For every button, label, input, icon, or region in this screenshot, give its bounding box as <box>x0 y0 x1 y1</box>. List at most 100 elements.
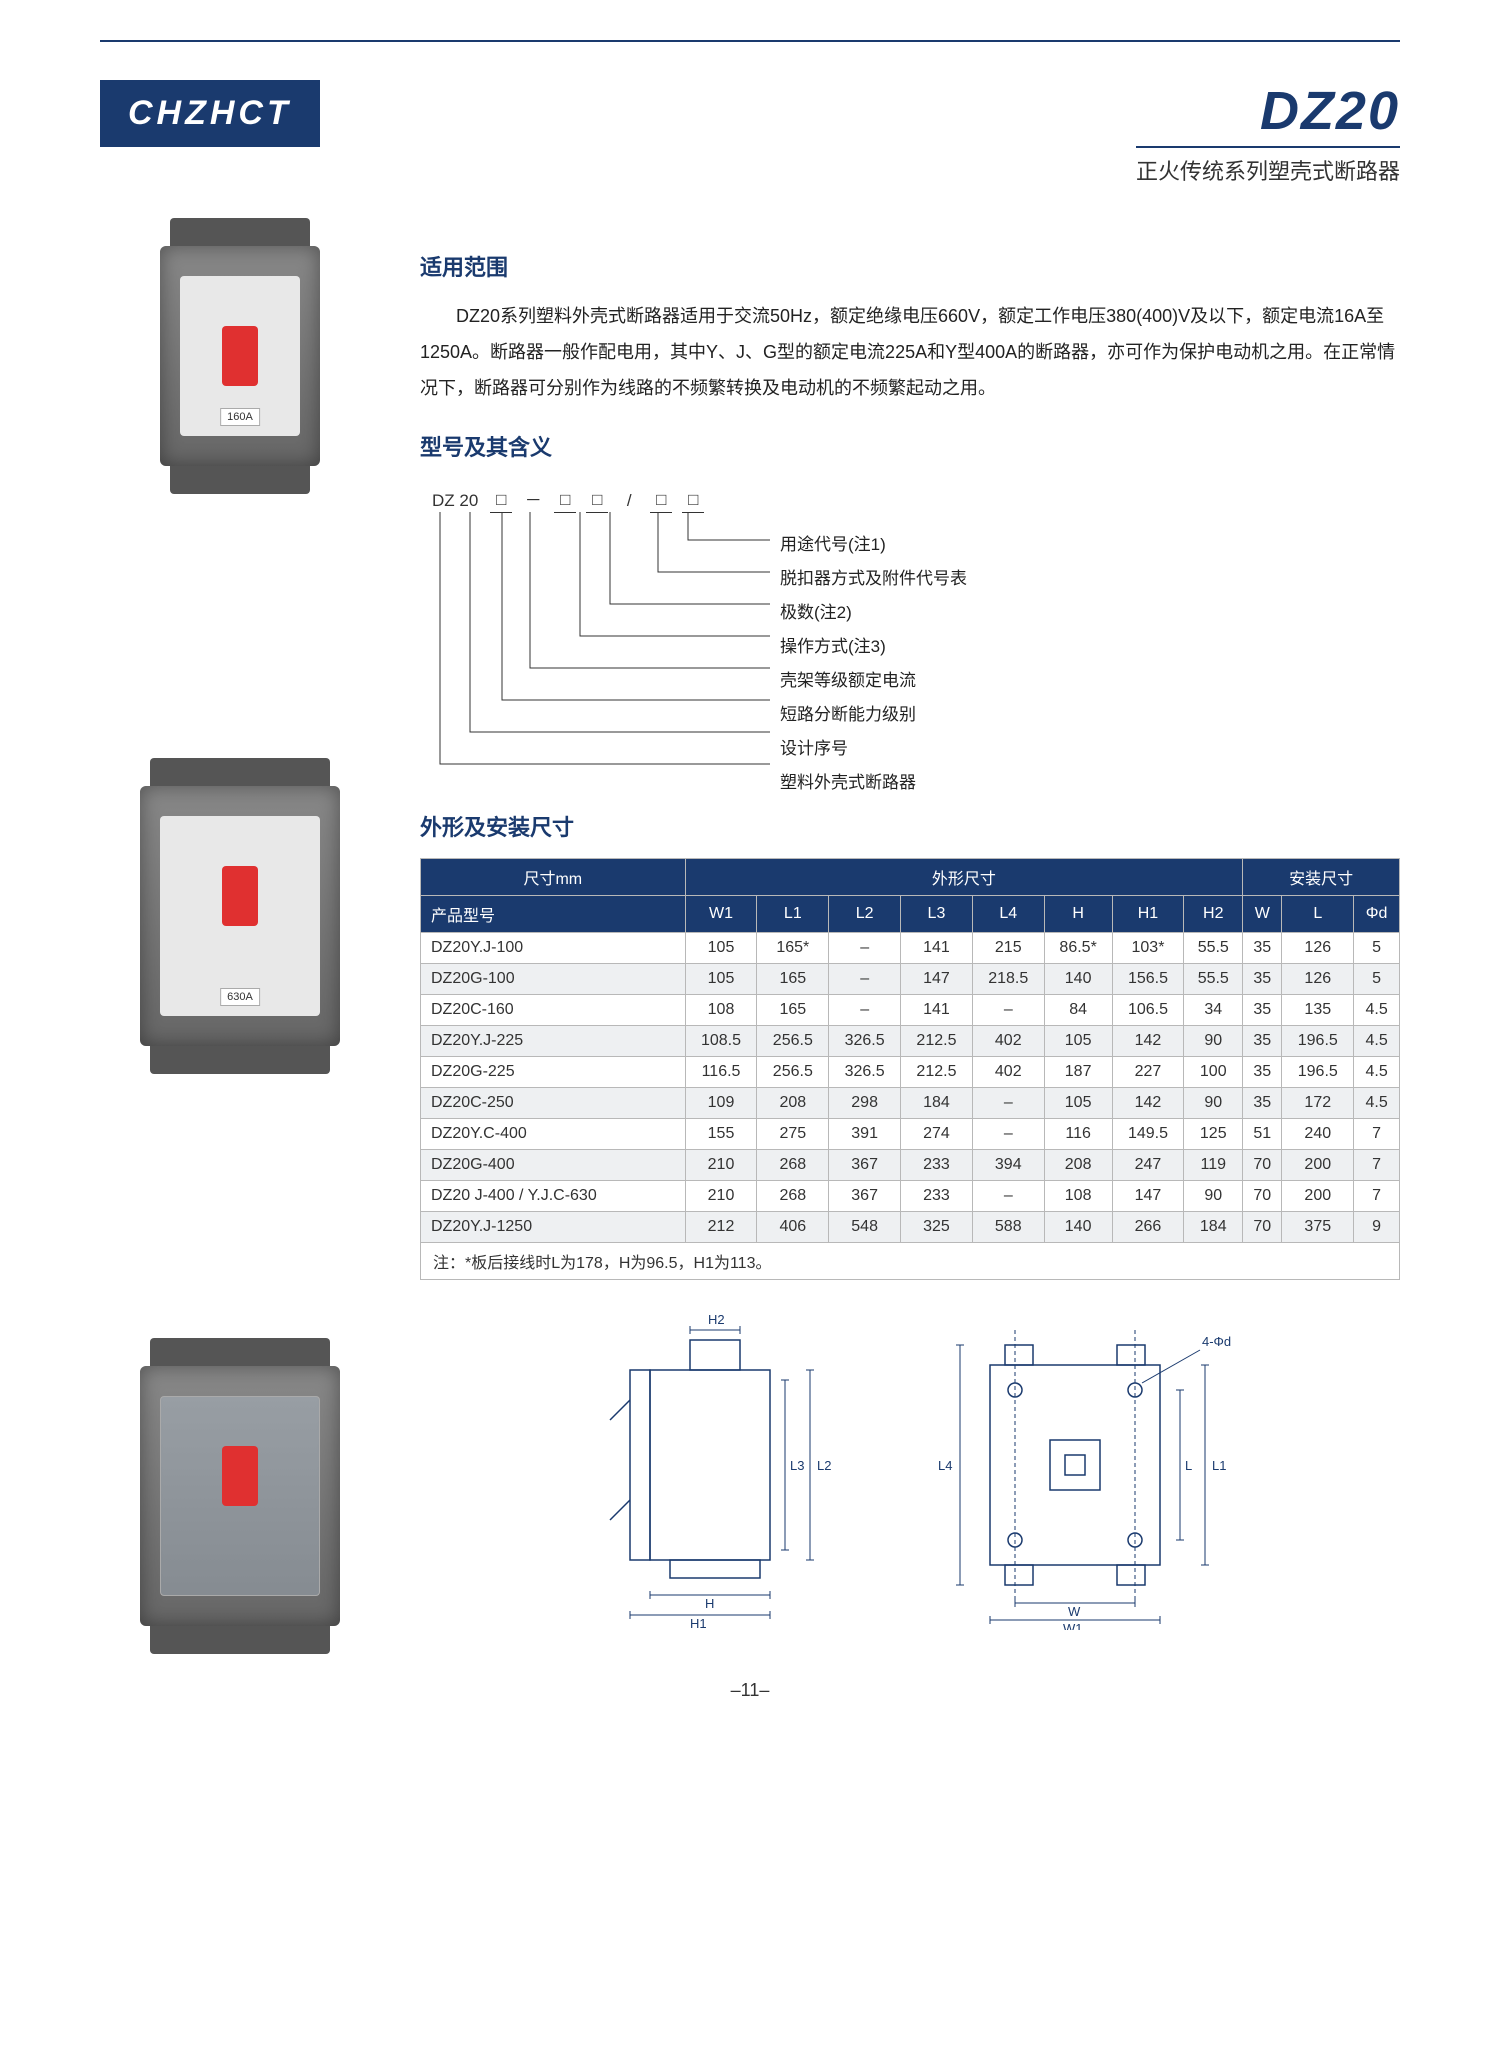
header: CHZHCT DZ20 正火传统系列塑壳式断路器 <box>100 80 1400 186</box>
model-prefix: DZ 20 <box>430 491 480 513</box>
th-col-2: L1 <box>757 896 829 933</box>
table-cell: 100 <box>1184 1057 1243 1088</box>
table-cell: 105 <box>685 933 757 964</box>
table-cell: 34 <box>1184 995 1243 1026</box>
table-cell: 90 <box>1184 1181 1243 1212</box>
table-cell: 140 <box>1044 964 1112 995</box>
table-cell: 141 <box>901 995 973 1026</box>
table-cell: 35 <box>1243 1088 1282 1119</box>
table-cell: 35 <box>1243 933 1282 964</box>
table-cell: 200 <box>1282 1181 1354 1212</box>
th-col-0: 产品型号 <box>421 896 686 933</box>
table-cell: 406 <box>757 1212 829 1243</box>
table-cell: 210 <box>685 1150 757 1181</box>
table-row: DZ20Y.J-100105165*–14121586.5*103*55.535… <box>421 933 1400 964</box>
table-cell: DZ20G-100 <box>421 964 686 995</box>
scope-description: DZ20系列塑料外壳式断路器适用于交流50Hz，额定绝缘电压660V，额定工作电… <box>420 298 1400 406</box>
dim-w1: W1 <box>1063 1621 1083 1630</box>
table-group-header: 尺寸mm 外形尺寸 安装尺寸 <box>421 859 1400 896</box>
table-cell: 5 <box>1354 933 1400 964</box>
model-label-4: 壳架等级额定电流 <box>780 664 967 698</box>
th-col-1: W1 <box>685 896 757 933</box>
table-cell: 84 <box>1044 995 1112 1026</box>
top-rule <box>100 40 1400 42</box>
table-note-row: 注：*板后接线时L为178，H为96.5，H1为113。 <box>421 1243 1400 1280</box>
table-cell: 4.5 <box>1354 995 1400 1026</box>
table-cell: DZ20Y.J-1250 <box>421 1212 686 1243</box>
table-cell: 210 <box>685 1181 757 1212</box>
table-cell: 218.5 <box>972 964 1044 995</box>
table-cell: 367 <box>829 1150 901 1181</box>
table-cell: 7 <box>1354 1119 1400 1150</box>
table-cell: 256.5 <box>757 1026 829 1057</box>
table-cell: 402 <box>972 1057 1044 1088</box>
table-cell: 391 <box>829 1119 901 1150</box>
table-cell: – <box>829 995 901 1026</box>
model-slot-3: □ <box>586 490 608 513</box>
th-dim-group: 尺寸mm <box>421 859 686 896</box>
table-cell: 55.5 <box>1184 964 1243 995</box>
th-mount-group: 安装尺寸 <box>1243 859 1400 896</box>
table-cell: 142 <box>1112 1026 1184 1057</box>
table-cell: 7 <box>1354 1150 1400 1181</box>
table-cell: 256.5 <box>757 1057 829 1088</box>
table-cell: DZ20G-400 <box>421 1150 686 1181</box>
table-cell: 208 <box>757 1088 829 1119</box>
model-label-1: 脱扣器方式及附件代号表 <box>780 562 967 596</box>
th-col-3: L2 <box>829 896 901 933</box>
table-col-header: 产品型号W1L1L2L3L4HH1H2WLΦd <box>421 896 1400 933</box>
table-cell: 108.5 <box>685 1026 757 1057</box>
dim-l: L <box>1185 1458 1192 1473</box>
table-cell: 212 <box>685 1212 757 1243</box>
model-slash: / <box>618 491 640 513</box>
table-cell: 233 <box>901 1150 973 1181</box>
table-cell: 165 <box>757 995 829 1026</box>
table-cell: 147 <box>1112 1181 1184 1212</box>
th-col-6: H <box>1044 896 1112 933</box>
table-cell: 215 <box>972 933 1044 964</box>
table-cell: 165* <box>757 933 829 964</box>
model-label-3: 操作方式(注3) <box>780 630 967 664</box>
table-cell: 70 <box>1243 1150 1282 1181</box>
table-cell: 70 <box>1243 1181 1282 1212</box>
table-cell: 298 <box>829 1088 901 1119</box>
table-cell: 275 <box>757 1119 829 1150</box>
page-number: –11– <box>100 1680 1400 1701</box>
table-cell: – <box>972 995 1044 1026</box>
model-dash: － <box>522 486 544 513</box>
table-cell: 90 <box>1184 1026 1243 1057</box>
table-cell: 227 <box>1112 1057 1184 1088</box>
table-row: DZ20 J-400 / Y.J.C-630210268367233–10814… <box>421 1181 1400 1212</box>
table-cell: 4.5 <box>1354 1057 1400 1088</box>
table-cell: 55.5 <box>1184 933 1243 964</box>
table-cell: 35 <box>1243 964 1282 995</box>
table-cell: 5 <box>1354 964 1400 995</box>
table-cell: 116 <box>1044 1119 1112 1150</box>
model-label-7: 塑料外壳式断路器 <box>780 766 967 800</box>
table-cell: 274 <box>901 1119 973 1150</box>
table-cell: 109 <box>685 1088 757 1119</box>
th-col-4: L3 <box>901 896 973 933</box>
table-cell: 394 <box>972 1150 1044 1181</box>
model-code-diagram: DZ 20 □ － □ □ / □ □ <box>420 486 1400 786</box>
table-cell: DZ20G-225 <box>421 1057 686 1088</box>
model-slot-5: □ <box>650 490 672 513</box>
th-col-9: W <box>1243 896 1282 933</box>
table-cell: 70 <box>1243 1212 1282 1243</box>
model-label-5: 短路分断能力级别 <box>780 698 967 732</box>
dim-l2: L2 <box>817 1458 831 1473</box>
table-cell: 108 <box>1044 1181 1112 1212</box>
table-cell: 126 <box>1282 964 1354 995</box>
table-cell: 4.5 <box>1354 1026 1400 1057</box>
table-cell: 106.5 <box>1112 995 1184 1026</box>
table-cell: 108 <box>685 995 757 1026</box>
model-slot-2: □ <box>554 490 576 513</box>
dimension-table: 尺寸mm 外形尺寸 安装尺寸 产品型号W1L1L2L3L4HH1H2WLΦd D… <box>420 858 1400 1280</box>
th-col-10: L <box>1282 896 1354 933</box>
dim-l3: L3 <box>790 1458 804 1473</box>
table-cell: 126 <box>1282 933 1354 964</box>
table-row: DZ20G-100105165–147218.5140156.555.53512… <box>421 964 1400 995</box>
dim-l4: L4 <box>938 1458 952 1473</box>
table-cell: 375 <box>1282 1212 1354 1243</box>
table-cell: DZ20C-160 <box>421 995 686 1026</box>
